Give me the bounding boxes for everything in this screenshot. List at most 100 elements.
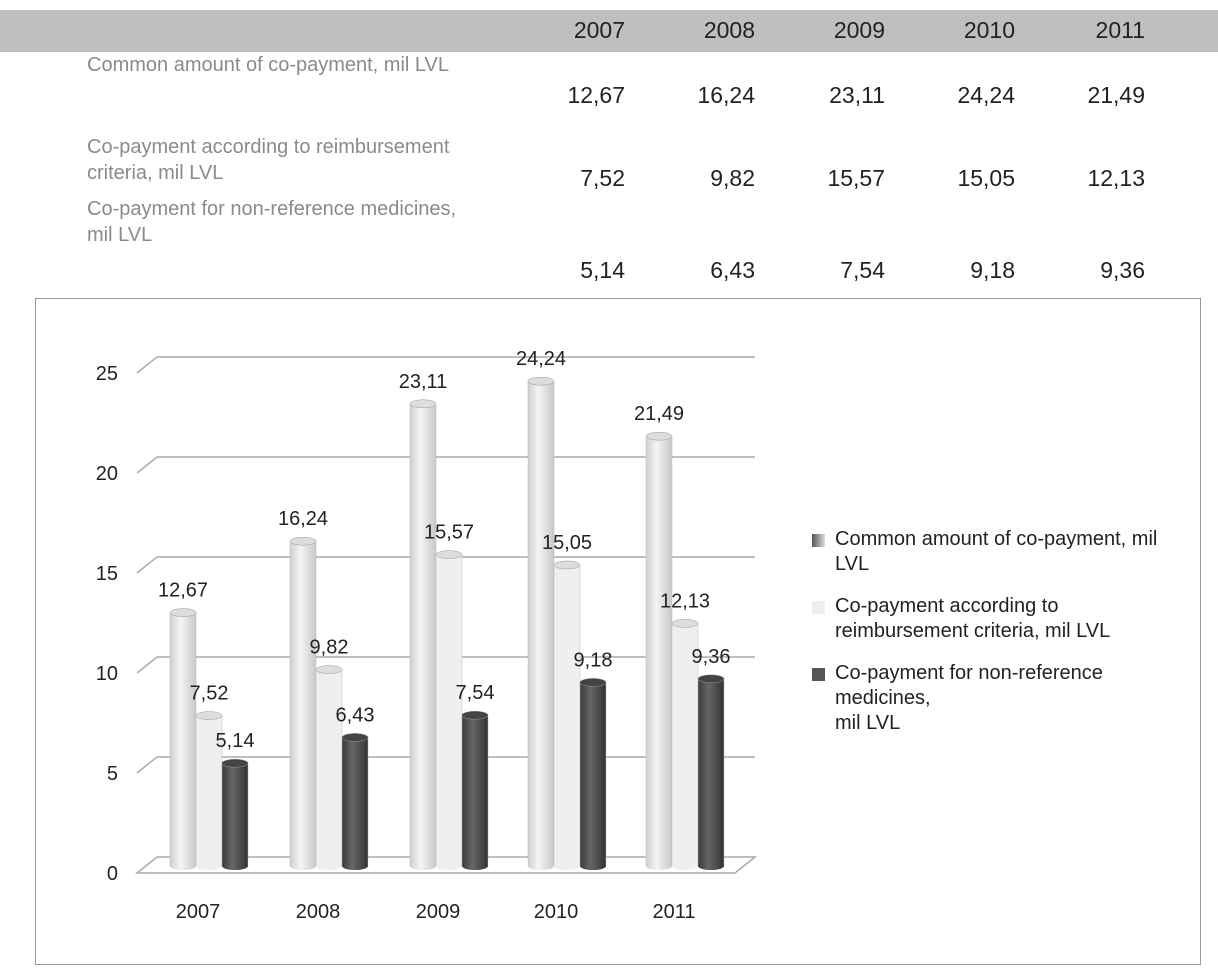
row-label: Co-payment for non-reference medicines, … [87,198,457,246]
cell: 7,52 [580,165,625,191]
x-tick-label: 2011 [652,901,695,923]
header-bar [0,10,1218,52]
data-label: 21,49 [634,403,684,425]
bar [579,682,607,867]
bar-base [290,862,316,870]
data-label: 9,82 [310,637,349,659]
x-tick-label: 2008 [296,901,341,923]
data-label: 7,52 [190,683,229,705]
y-tick-label: 15 [96,563,118,585]
column-header: 2009 [833,17,885,43]
legend-marker [812,534,825,547]
grid-line [136,356,755,374]
data-label: 12,13 [660,590,710,612]
data-label: 7,54 [456,682,495,704]
bar-cap [671,619,699,628]
bar [341,737,369,867]
data-label: 15,05 [542,532,592,554]
cell: 6,43 [710,257,755,283]
data-label: 23,11 [399,371,448,393]
column-header: 2008 [703,17,755,43]
x-tick-label: 2010 [534,901,579,923]
cell: 12,13 [1087,165,1145,191]
bar-base [462,862,488,870]
bar-cap [409,399,437,409]
bar [315,669,343,867]
data-label: 15,57 [424,522,474,544]
legend-marker [812,668,825,681]
bar-cap [169,608,197,617]
grid-line [136,556,755,574]
bar-base [580,862,606,870]
bar [221,762,249,867]
bar-cap [341,733,369,742]
bar-base [672,862,698,870]
legend-label: Co-payment according to reimbursement cr… [835,595,1111,642]
data-label: 6,43 [336,704,375,726]
data-label: 24,24 [516,348,566,370]
bar-cap [461,710,489,720]
bar-cap [315,665,343,674]
cell: 9,18 [970,257,1015,283]
cell: 9,82 [710,165,755,191]
x-tick-label: 2007 [176,901,221,923]
bar-cap [435,550,463,559]
cell: 23,11 [829,82,885,108]
column-header: 2007 [573,17,625,43]
y-tick-label: 20 [96,463,118,485]
legend-label: Co-payment for non-reference medicines, … [835,662,1103,734]
bar-base [316,862,342,870]
data-label: 5,14 [216,730,255,752]
grid-line [134,856,758,874]
bar [289,540,317,867]
bar-base [436,862,462,870]
bar-base [698,862,724,870]
bar [409,403,437,867]
bar-base [342,862,368,870]
y-tick-label: 0 [107,863,118,885]
bar-cap [697,674,725,684]
y-tick-label: 10 [96,663,118,685]
row-label: Common amount of co-payment, mil LVL [87,54,450,76]
column-header: 2010 [963,17,1015,43]
bar [527,380,555,867]
bar-cap [221,758,249,768]
bar-cap [553,560,581,570]
bar [697,678,725,867]
y-tick-label: 25 [96,363,118,385]
cell: 9,36 [1100,257,1145,283]
bar-cap [645,431,673,441]
bar-base [222,862,248,870]
row-label: Co-payment according to reimbursement cr… [87,136,450,184]
x-tick-label: 2009 [416,901,461,923]
legend-marker [812,601,825,614]
data-label: 16,24 [278,508,328,530]
cell: 15,57 [827,165,885,191]
data-label: 9,36 [692,646,731,668]
cell: 21,49 [1087,82,1145,108]
bar-cap [195,711,223,720]
cell: 15,05 [957,165,1015,191]
cell: 12,67 [567,82,625,108]
cell: 7,54 [840,257,885,283]
data-label: 12,67 [158,580,208,602]
grid-line [136,456,755,474]
bar [435,554,463,867]
cell: 24,24 [957,82,1015,108]
legend-label: Common amount of co-payment, mil LVL [835,528,1158,575]
bar [645,435,673,867]
bar-cap [527,376,555,386]
y-tick-label: 5 [107,763,118,785]
bar [461,714,489,867]
chart-frame [35,298,1201,965]
cell: 16,24 [697,82,755,108]
bar-cap [289,536,317,546]
bar-base [554,862,580,870]
data-label: 9,18 [574,649,613,671]
bar-base [646,862,672,870]
bar-cap [579,678,607,687]
bar [553,564,581,867]
bar-base [170,862,196,870]
